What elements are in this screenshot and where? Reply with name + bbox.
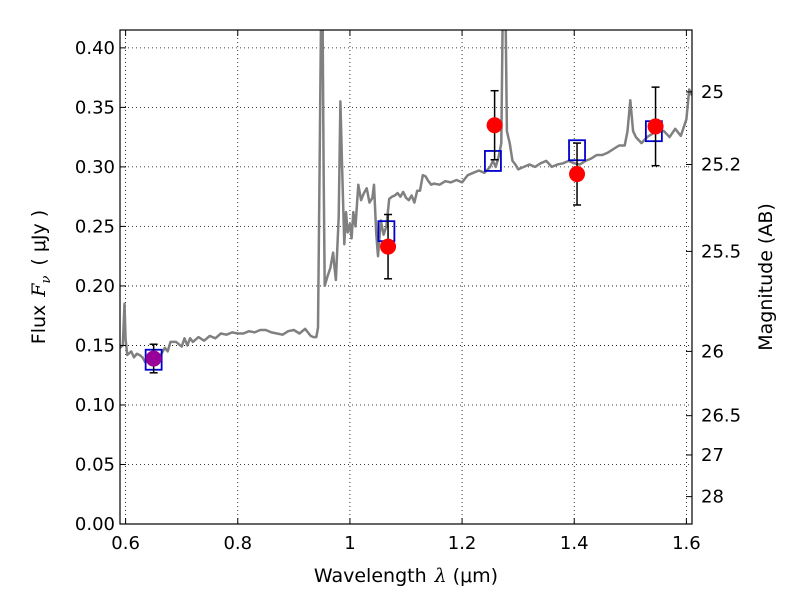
magnitude-tick-label: 25 <box>701 82 724 103</box>
x-tick-label: 1.6 <box>672 533 701 554</box>
y-tick-label: 0.35 <box>75 97 115 118</box>
y-tick-label: 0.00 <box>75 514 115 535</box>
y-axis-label: Flux Fν ( μJy ) <box>28 210 54 344</box>
y-axis-label-symbol: F <box>28 283 50 298</box>
y-tick-label: 0.25 <box>75 216 115 237</box>
x-axis-label-text: Wavelength <box>314 565 427 587</box>
observed-photometry-point <box>380 238 397 255</box>
y-tick-label: 0.10 <box>75 395 115 416</box>
model-photometry-square <box>484 150 502 172</box>
magnitude-tick-label: 27 <box>701 445 724 466</box>
x-tick-label: 1.4 <box>560 533 589 554</box>
magnitude-tick-label: 25.5 <box>701 241 741 262</box>
error-bars <box>145 86 664 374</box>
y-tick-label: 0.40 <box>75 38 115 59</box>
x-axis-label-unit: (μm) <box>453 565 498 587</box>
observed-photometry-point <box>486 117 503 134</box>
x-tick-label: 0.6 <box>111 533 140 554</box>
observed-photometry-point <box>569 166 586 183</box>
x-tick-label: 1.2 <box>448 533 477 554</box>
y-axis-label-text: Flux <box>28 305 50 345</box>
spectrum-line <box>120 30 692 364</box>
y-tick-label: 0.20 <box>75 276 115 297</box>
x-axis-label-symbol: λ <box>434 565 447 587</box>
observed-photometry-point <box>647 118 664 135</box>
y-axis-label-unit: ( μJy ) <box>28 210 50 266</box>
y-axis-label-subscript: ν <box>39 276 54 284</box>
x-axis-label: Wavelength λ (μm) <box>314 565 498 587</box>
x-tick-label: 0.8 <box>223 533 252 554</box>
grid <box>120 30 692 525</box>
x-tick-label: 1 <box>344 533 355 554</box>
axis-ticks: 0.6 0.8 1 1.2 1.4 1.6 0.00 0.05 0.10 0.15 0.20 0.25… <box>75 30 741 554</box>
magnitude-tick-label: 28 <box>701 487 724 508</box>
right-axis-label: Magnitude (AB) <box>755 203 777 351</box>
plot-frame <box>119 29 693 525</box>
magnitude-tick-label: 25.2 <box>701 155 741 176</box>
magnitude-tick-label: 26.5 <box>701 406 741 427</box>
plot-data-area <box>120 30 692 371</box>
y-tick-label: 0.05 <box>75 454 115 475</box>
y-tick-label: 0.30 <box>75 157 115 178</box>
observed-photometry-point <box>145 350 162 367</box>
magnitude-tick-label: 26 <box>701 341 724 362</box>
y-tick-label: 0.15 <box>75 335 115 356</box>
